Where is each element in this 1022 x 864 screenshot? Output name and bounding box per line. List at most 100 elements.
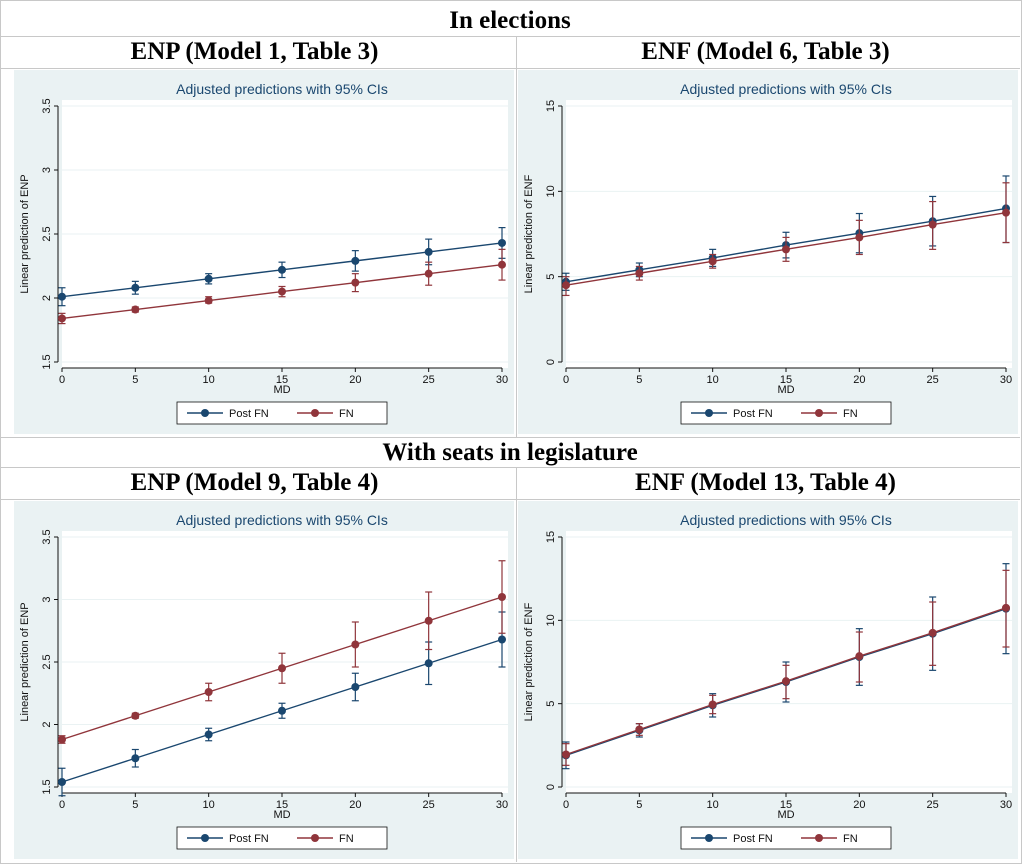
x-tick-label: 25 [423,799,435,811]
y-tick-label: 10 [545,614,557,626]
data-point [351,256,360,265]
y-tick-label: 15 [545,531,557,543]
x-tick-label: 20 [349,799,361,811]
data-point [424,616,433,625]
data-point [278,265,286,274]
data-point [424,269,433,278]
chart-enp-model-1: Adjusted predictions with 95% CIs 1.5 2 2.5… [14,70,514,434]
chart-enp-model-9: Adjusted predictions with 95% CIs 1.5 2 2.5… [14,501,514,859]
legend-label: FN [339,833,354,845]
legend-marker [311,409,319,417]
x-tick-label: 30 [496,374,508,386]
y-tick-label: 2.5 [41,226,53,241]
panel-heading-enp-model-9: ENP (Model 9, Table 4) [130,469,379,496]
data-point [131,754,140,763]
y-tick-label: 2 [41,295,53,301]
legend: Post FN FN [680,826,892,850]
divider [516,37,517,437]
x-tick-label: 25 [927,374,939,386]
x-tick-label: 20 [853,374,865,386]
data-point [204,296,213,305]
data-point [204,274,213,283]
legend-label: Post FN [733,833,773,845]
legend-label: Post FN [733,408,773,420]
divider [516,468,517,862]
legend-marker [815,409,823,417]
x-tick-label: 15 [276,374,288,386]
y-axis-title: Linear prediction of ENP [19,174,31,293]
data-point [708,700,717,709]
y-axis-title: Linear prediction of ENP [19,602,31,721]
divider [0,499,1020,500]
data-point [782,245,790,254]
data-point [1002,603,1010,612]
legend-marker [201,834,209,842]
data-point [1002,208,1010,217]
data-point [562,281,570,290]
data-point [204,730,213,739]
data-point [278,706,286,715]
y-tick-label: 15 [545,100,557,112]
data-point [498,260,506,269]
x-tick-label: 15 [780,799,792,811]
chart-enf-model-13: Adjusted predictions with 95% CIs 0 5 10 15 0… [518,501,1018,859]
chart-enf-model-6: Adjusted predictions with 95% CIs 0 5 10 15 0… [518,70,1018,434]
data-point [424,247,433,256]
chart-title: Adjusted predictions with 95% CIs [680,81,892,97]
chart-title: Adjusted predictions with 95% CIs [176,81,388,97]
data-point [278,287,286,296]
legend-label: FN [843,408,858,420]
y-tick-label: 1.5 [41,779,53,794]
y-axis-title: Linear prediction of ENF [523,174,535,293]
series-fn [562,569,1010,766]
panel-heading-enp-model-1: ENP (Model 1, Table 3) [130,38,379,65]
data-point [498,635,506,644]
data-point [708,257,717,266]
data-point [58,735,66,744]
plot-area [566,100,1012,368]
x-tick-label: 5 [132,799,138,811]
data-point [204,688,213,696]
data-point [635,269,644,278]
y-tick-label: 0 [545,359,557,365]
data-point [351,278,360,287]
x-tick-label: 10 [203,374,215,386]
legend: Post FN FN [176,826,388,850]
y-tick-label: 2 [41,721,53,727]
chart-title: Adjusted predictions with 95% CIs [680,512,892,528]
x-tick-label: 15 [276,799,288,811]
divider [0,437,1020,438]
legend: Post FN FN [680,401,892,425]
divider [0,467,1020,468]
data-point [351,683,360,691]
x-tick-label: 25 [423,374,435,386]
data-point [498,593,506,601]
x-tick-label: 5 [132,374,138,386]
legend-box [176,401,388,425]
legend-box [680,826,892,850]
x-tick-label: 25 [927,799,939,811]
x-tick-label: 30 [496,799,508,811]
x-tick-label: 20 [349,374,361,386]
series-post-fn [58,611,506,797]
x-axis-title: MD [777,809,794,821]
legend-marker [815,834,823,842]
y-tick-label: 3 [41,167,53,173]
legend-label: FN [843,833,858,845]
data-point [782,677,790,686]
x-axis-title: MD [273,384,290,396]
x-tick-label: 5 [636,799,642,811]
legend-box [176,826,388,850]
series-post-fn [58,227,506,307]
panel-heading-enf-model-6: ENF (Model 6, Table 3) [641,38,890,65]
x-tick-label: 15 [780,374,792,386]
data-point [424,659,433,668]
x-tick-label: 10 [203,799,215,811]
data-point [278,664,286,673]
section-title-seats: With seats in legislature [382,439,638,466]
series-fn [58,248,506,325]
x-tick-label: 30 [1000,799,1012,811]
y-tick-label: 3.5 [41,529,53,544]
y-tick-label: 0 [545,784,557,790]
panel-heading-enf-model-13: ENF (Model 13, Table 4) [635,469,896,496]
